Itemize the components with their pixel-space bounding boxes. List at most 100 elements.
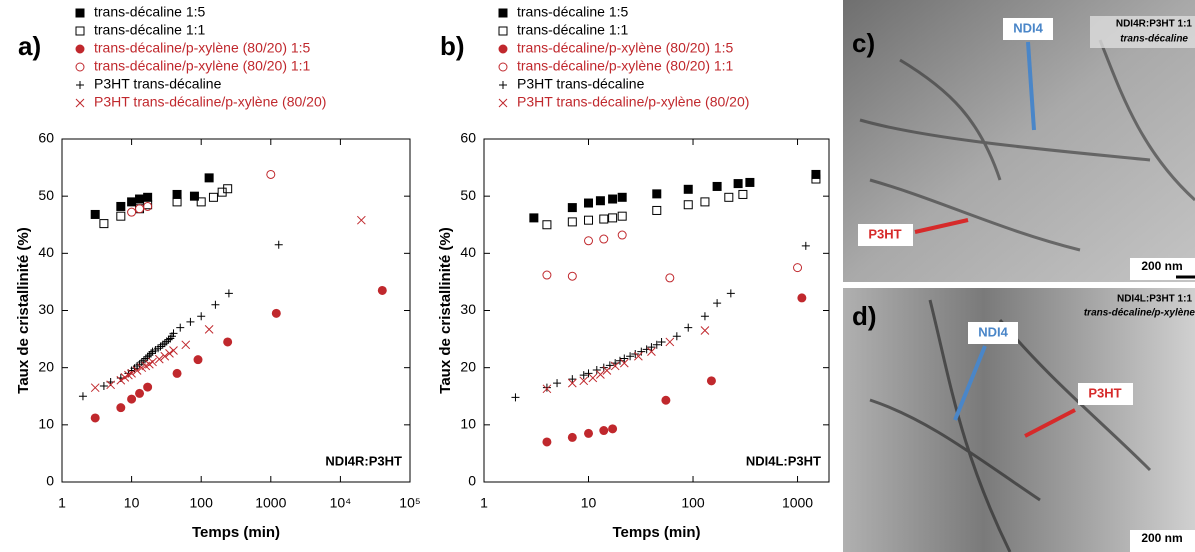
y-tick-label: 20 [460, 358, 476, 374]
legend-marker [499, 81, 507, 89]
point [567, 203, 577, 213]
label-box [1003, 18, 1053, 40]
point [724, 192, 734, 202]
y-tick-label: 60 [38, 130, 54, 146]
legend-label: trans-décaline 1:5 [517, 4, 629, 20]
legend-marker [498, 62, 508, 72]
point [196, 197, 206, 207]
x-tick-label: 1000 [255, 495, 286, 511]
point [266, 169, 276, 179]
micrograph [843, 288, 1195, 552]
point [181, 340, 191, 350]
chart: 0 10 20 30 40 50 60 1 10 100 1000 10⁴ 10⁵ Temps (min)… [15, 4, 421, 541]
legend-marker [75, 8, 85, 18]
caption: trans-décaline/p-xylène [1084, 308, 1195, 319]
point [172, 189, 182, 199]
point [712, 181, 722, 191]
point [542, 270, 552, 280]
point [700, 312, 709, 321]
panel-label: b) [440, 31, 465, 61]
label-box [858, 224, 913, 246]
point [172, 197, 182, 207]
point [90, 383, 100, 393]
point [217, 187, 227, 197]
point [619, 358, 629, 368]
point [584, 369, 593, 378]
point [204, 325, 214, 334]
point [599, 214, 609, 224]
legend-label: P3HT trans-décaline [517, 76, 645, 92]
legend-marker [75, 26, 85, 36]
legend-marker [75, 98, 85, 108]
arrow-label: P3HT [1088, 385, 1121, 400]
point [599, 234, 609, 244]
label-box [1130, 530, 1195, 552]
point [608, 213, 618, 223]
arrow [953, 345, 987, 421]
point [160, 339, 169, 348]
point [608, 424, 618, 434]
y-tick-label: 10 [460, 416, 476, 432]
point [610, 361, 620, 371]
point [665, 273, 675, 283]
point [143, 201, 153, 211]
chart: 0 10 20 30 40 50 60 1 10 100 1000 Temps (min) Taux d… [437, 4, 830, 541]
point [377, 285, 387, 295]
point [567, 378, 577, 388]
point [584, 198, 594, 208]
point [584, 428, 594, 438]
y-tick-label: 40 [460, 244, 476, 260]
point [169, 346, 178, 355]
point [165, 349, 174, 358]
y-tick-label: 0 [46, 473, 54, 489]
point [672, 332, 681, 341]
point [127, 369, 136, 378]
point [511, 393, 520, 402]
y-tick-label: 20 [38, 358, 54, 374]
legend-marker [75, 44, 85, 54]
y-tick-label: 0 [468, 473, 476, 489]
point [127, 394, 137, 404]
x-tick-label: 1000 [782, 495, 813, 511]
point [224, 289, 233, 298]
fibers [859, 39, 1195, 252]
point [700, 326, 710, 335]
legend-label: trans-décaline 1:5 [94, 4, 206, 20]
point [602, 366, 612, 375]
point [584, 215, 594, 225]
point [700, 197, 710, 207]
x-tick-label: 100 [190, 495, 214, 511]
label-box [1130, 258, 1195, 280]
point [145, 351, 154, 360]
image-c: c) NDI4 NDI4R:P3HT 1:1 trans-décaline P3… [843, 0, 1195, 282]
y-axis-title: Taux de cristallinité (%) [15, 227, 32, 393]
scale-bar-label: 200 nm [1141, 531, 1182, 545]
point [106, 380, 116, 390]
point [274, 240, 283, 249]
point [620, 354, 629, 363]
point [684, 323, 693, 332]
point [665, 337, 675, 347]
point [143, 200, 153, 210]
legend-marker [75, 62, 85, 72]
panel-label: d) [852, 301, 877, 331]
point [567, 217, 577, 227]
point [661, 395, 671, 405]
point [592, 365, 601, 374]
annotation: NDI4L:P3HT [746, 453, 821, 468]
point [211, 300, 220, 309]
legend-label: P3HT trans-décaline/p-xylène (80/20) [94, 94, 326, 110]
legend-label: trans-décaline/p-xylène (80/20) 1:5 [94, 40, 311, 56]
arrow [1024, 408, 1076, 438]
label-box [968, 322, 1018, 344]
point [713, 299, 722, 308]
point [99, 219, 109, 229]
image-d: d) NDI4 P3HT NDI4L:P3HT 1:1 trans-décali… [843, 288, 1195, 552]
x-tick-label: 100 [681, 495, 705, 511]
x-tick-label: 10⁵ [399, 495, 420, 511]
x-tick-label: 1 [58, 495, 66, 511]
point [626, 352, 635, 361]
point [193, 355, 203, 365]
point [176, 323, 185, 332]
